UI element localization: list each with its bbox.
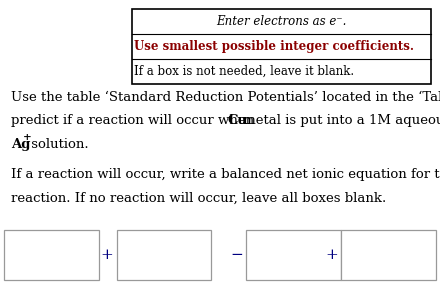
- Text: reaction. If no reaction will occur, leave all boxes blank.: reaction. If no reaction will occur, lea…: [11, 192, 386, 205]
- Text: +: +: [22, 133, 31, 142]
- Bar: [132, 9, 431, 84]
- Bar: [4, 230, 99, 280]
- Text: If a reaction will occur, write a balanced net ionic equation for the: If a reaction will occur, write a balanc…: [11, 168, 440, 181]
- Text: Use the table ‘Standard Reduction Potentials’ located in the ‘Tables’, to: Use the table ‘Standard Reduction Potent…: [11, 90, 440, 103]
- Text: metal is put into a 1M aqueous: metal is put into a 1M aqueous: [239, 114, 440, 127]
- Bar: [341, 230, 436, 280]
- Text: Ag: Ag: [11, 138, 30, 151]
- Text: Enter electrons as e⁻.: Enter electrons as e⁻.: [216, 15, 347, 28]
- Bar: [117, 230, 211, 280]
- Bar: [246, 230, 341, 280]
- Text: Cu: Cu: [227, 114, 248, 127]
- Text: +: +: [325, 248, 337, 261]
- Text: +: +: [101, 248, 113, 261]
- Text: If a box is not needed, leave it blank.: If a box is not needed, leave it blank.: [134, 65, 354, 77]
- Text: solution.: solution.: [27, 138, 88, 151]
- Text: −: −: [231, 248, 243, 261]
- Text: predict if a reaction will occur when: predict if a reaction will occur when: [11, 114, 258, 127]
- Text: Use smallest possible integer coefficients.: Use smallest possible integer coefficien…: [134, 40, 414, 53]
